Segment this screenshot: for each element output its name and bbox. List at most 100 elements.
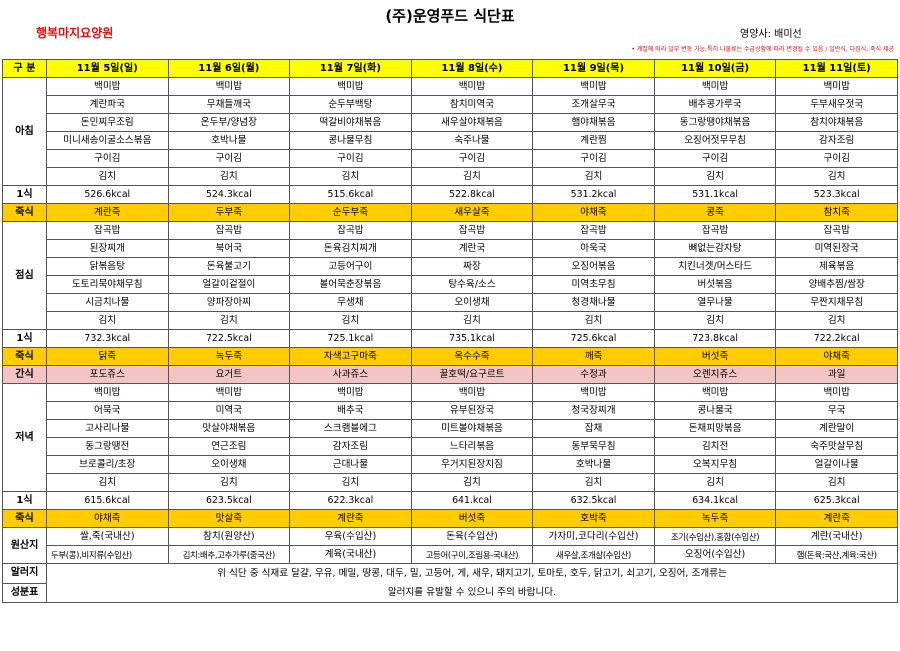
breakfast-dish-row: 계란파국 무채들깨국 순두부백탕 참치미역국 조개살무국 배추콩가루국 두부새우젓국 xyxy=(3,95,898,114)
dish-cell: 콩나물국 xyxy=(653,401,777,420)
dinner-dish-row: 김치 김치 김치 김치 김치 김치 김치 xyxy=(3,473,898,492)
dish-cell: 동그랑땡전 xyxy=(46,437,169,456)
dish-cell: 백미밥 xyxy=(775,383,898,402)
dish-cell: 미역된장국 xyxy=(775,239,898,258)
dish-cell: 청국장찌개 xyxy=(532,401,655,420)
dish-cell: 김치 xyxy=(46,167,169,186)
origin-cell: 돈육(수입산) xyxy=(410,527,534,546)
allergy-label: 알러지 xyxy=(2,563,47,584)
facility-name: 행복마지요양원 xyxy=(36,26,114,40)
day-header: 11월 9일(목) xyxy=(532,59,655,78)
dish-cell: 김치 xyxy=(410,167,534,186)
breakfast-dish-row: 돈민찌무조림 온두부/양념장 떡갈비야채볶음 새우살야채볶음 햄야채볶음 동그랑땡야채볶음… xyxy=(3,113,898,132)
origin-cell: 가자미,코다리(수입산) xyxy=(532,527,655,546)
dish-cell: 참치미역국 xyxy=(410,95,534,114)
breakfast-porridge-row: 죽식 계란죽 두부죽 순두부죽 새우살죽 야채죽 콩죽 참치죽 xyxy=(2,203,898,222)
porridge-cell: 맛살죽 xyxy=(167,509,291,528)
dish-cell: 백미밥 xyxy=(46,77,169,96)
dish-cell: 잡곡밥 xyxy=(46,221,169,240)
dish-cell: 계란파국 xyxy=(46,95,169,114)
porridge-cell: 야채죽 xyxy=(46,509,169,528)
kcal-cell: 622.3kcal xyxy=(289,491,412,510)
dish-cell: 짜장 xyxy=(410,257,534,276)
dish-cell: 연근조림 xyxy=(167,437,291,456)
header-row: 구 분 11월 5일(일) 11월 6일(월) 11월 7일(화) 11월 8일(수) 1… xyxy=(2,59,898,78)
dish-cell: 느타리볶음 xyxy=(410,437,534,456)
porridge-cell: 깨죽 xyxy=(532,347,655,366)
snack-label: 간식 xyxy=(2,365,47,384)
column-label: 구 분 xyxy=(2,59,47,78)
lunch-dish-row: 점심 잡곡밥 잡곡밥 잡곡밥 잡곡밥 잡곡밥 잡곡밥 잡곡밥 xyxy=(2,221,898,330)
page-title: (주)운영푸드 식단표 xyxy=(385,7,515,25)
kcal-cell: 531.1kcal xyxy=(653,185,777,204)
allergy-text: 위 식단 중 식재료 달걀, 우유, 메밀, 땅콩, 대두, 밀, 고등어, 게… xyxy=(46,563,898,583)
snack-cell: 과일 xyxy=(775,365,898,384)
porridge-cell: 버섯죽 xyxy=(410,509,534,528)
dish-cell: 새우살야채볶음 xyxy=(410,113,534,132)
origin-row: 두부(콩),비지류(수입산) 김치:배추,고추가루(중국산) 계육(국내산) 고등어(… xyxy=(3,545,898,564)
porridge-cell: 녹두죽 xyxy=(653,509,777,528)
dish-cell: 얼갈이나물 xyxy=(775,455,898,474)
porridge-cell: 자색고구마죽 xyxy=(289,347,412,366)
dish-cell: 유부된장국 xyxy=(410,401,534,420)
dish-cell: 구이김 xyxy=(532,149,655,168)
lunch-label: 점심 xyxy=(2,221,47,330)
dish-cell: 양파장아찌 xyxy=(167,293,291,312)
dish-cell: 김치 xyxy=(46,311,169,330)
dish-cell: 구이김 xyxy=(775,149,898,168)
kcal-cell: 634.1kcal xyxy=(653,491,777,510)
dish-cell: 김치 xyxy=(653,311,777,330)
dinner-kcal-row: 1식 615.6kcal 623.5kcal 622.3kcal 641.kcal 632… xyxy=(2,491,898,510)
dish-cell: 동그랑땡야채볶음 xyxy=(653,113,777,132)
kcal-cell: 526.6kcal xyxy=(46,185,169,204)
kcal-cell: 524.3kcal xyxy=(167,185,291,204)
dish-cell: 무짠지채무침 xyxy=(775,293,898,312)
dish-cell: 순두부백탕 xyxy=(289,95,412,114)
porridge-label: 죽식 xyxy=(2,509,47,528)
porridge-cell: 두부죽 xyxy=(167,203,291,222)
dinner-dish-row: 어묵국 미역국 배추국 유부된장국 청국장찌개 콩나물국 무국 xyxy=(3,401,898,420)
dish-cell: 구이김 xyxy=(410,149,534,168)
dish-cell: 돈채피망볶음 xyxy=(653,419,777,438)
dish-cell: 얼갈이겉절이 xyxy=(167,275,291,294)
dish-cell: 어묵국 xyxy=(46,401,169,420)
dish-cell: 김치 xyxy=(532,311,655,330)
allergy-label: 성분표 xyxy=(2,582,47,603)
snack-cell: 포도쥬스 xyxy=(46,365,169,384)
lunch-dish-row: 닭볶음탕 돈육불고기 고등어구이 짜장 오징어볶음 치킨너겟/머스타드 제육볶음 xyxy=(3,257,898,276)
dish-cell: 잡곡밥 xyxy=(167,221,291,240)
dinner-label: 저녁 xyxy=(2,383,47,492)
dish-cell: 구이김 xyxy=(653,149,777,168)
dish-cell: 호박나물 xyxy=(532,455,655,474)
dish-cell: 배추국 xyxy=(289,401,412,420)
dish-cell: 탕수육/소스 xyxy=(410,275,534,294)
kcal-cell: 723.8kcal xyxy=(653,329,777,348)
dish-cell: 백미밥 xyxy=(532,77,655,96)
kcal-cell: 641.kcal xyxy=(410,491,534,510)
kcal-cell: 722.2kcal xyxy=(775,329,898,348)
dish-cell: 김치 xyxy=(167,473,291,492)
dish-cell: 오징어젓무무침 xyxy=(653,131,777,150)
dish-cell: 볼어묵춘장볶음 xyxy=(289,275,412,294)
dish-cell: 맛살야채볶음 xyxy=(167,419,291,438)
dish-cell: 계란국 xyxy=(410,239,534,258)
dish-cell: 잡곡밥 xyxy=(775,221,898,240)
dinner-porridge-row: 죽식 야채죽 맛살죽 계란죽 버섯죽 호박죽 녹두죽 계란죽 xyxy=(2,509,898,528)
kcal-cell: 515.6kcal xyxy=(289,185,412,204)
allergy-row: 성분표 알러지를 유발할 수 있으니 주의 바랍니다. xyxy=(2,582,898,603)
dish-cell: 감자조림 xyxy=(289,437,412,456)
dinner-dish-row: 동그랑땡전 연근조림 감자조림 느타리볶음 동부묵무침 김치전 숙주맛살무침 xyxy=(3,437,898,456)
dish-cell: 햄야채볶음 xyxy=(532,113,655,132)
origin-cell: 계육(국내산) xyxy=(289,545,412,564)
porridge-cell: 야채죽 xyxy=(775,347,898,366)
dish-cell: 구이김 xyxy=(289,149,412,168)
kcal-label: 1식 xyxy=(2,185,47,204)
dish-cell: 김치 xyxy=(167,311,291,330)
dish-cell: 참치야채볶음 xyxy=(775,113,898,132)
dish-cell: 두부새우젓국 xyxy=(775,95,898,114)
dish-cell: 스크램블에그 xyxy=(289,419,412,438)
dish-cell: 김치 xyxy=(289,311,412,330)
dish-cell: 김치 xyxy=(775,473,898,492)
dish-cell: 잡곡밥 xyxy=(532,221,655,240)
porridge-cell: 참치죽 xyxy=(775,203,898,222)
